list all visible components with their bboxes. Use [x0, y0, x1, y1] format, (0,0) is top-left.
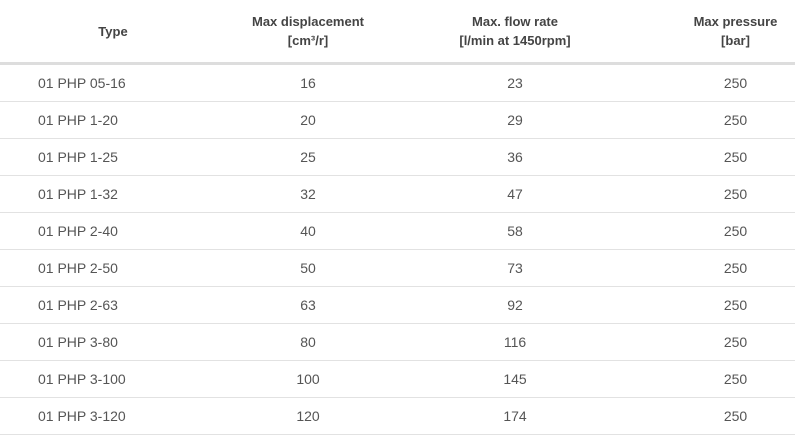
- cell-max-flow-rate: 47: [390, 175, 656, 213]
- cell-type: 01 PHP 1-25: [0, 138, 226, 176]
- table-row: 01 PHP 2-40 40 58 250: [0, 212, 795, 250]
- cell-max-displacement: 100: [226, 360, 390, 398]
- cell-max-displacement: 80: [226, 323, 390, 361]
- header-unit: [bar]: [721, 33, 750, 48]
- cell-max-pressure: 250: [656, 397, 795, 435]
- header-row: Type Max displacement [cm³/r] Max. flow rat…: [0, 0, 795, 65]
- cell-max-flow-rate: 145: [390, 360, 656, 398]
- cell-max-pressure: 250: [656, 212, 795, 250]
- table-row: 01 PHP 05-16 16 23 250: [0, 63, 795, 102]
- cell-max-displacement: 20: [226, 101, 390, 139]
- header-max-displacement: Max displacement [cm³/r]: [226, 0, 390, 65]
- table-row: 01 PHP 1-32 32 47 250: [0, 175, 795, 213]
- header-label: Type: [98, 23, 128, 39]
- header-type: Type: [0, 0, 226, 65]
- cell-type: 01 PHP 1-32: [0, 175, 226, 213]
- cell-type: 01 PHP 05-16: [0, 63, 226, 102]
- header-label: Max pressure: [693, 14, 778, 29]
- cell-max-pressure: 250: [656, 63, 795, 102]
- cell-max-flow-rate: 58: [390, 212, 656, 250]
- cell-max-pressure: 250: [656, 286, 795, 324]
- cell-max-pressure: 250: [656, 360, 795, 398]
- cell-max-flow-rate: 29: [390, 101, 656, 139]
- cell-max-flow-rate: 23: [390, 63, 656, 102]
- cell-max-displacement: 25: [226, 138, 390, 176]
- cell-max-pressure: 250: [656, 175, 795, 213]
- header-max-pressure: Max pressure [bar]: [656, 0, 795, 65]
- table-row: 01 PHP 2-50 50 73 250: [0, 249, 795, 287]
- cell-max-flow-rate: 92: [390, 286, 656, 324]
- cell-type: 01 PHP 3-120: [0, 397, 226, 435]
- cell-max-flow-rate: 174: [390, 397, 656, 435]
- table-row: 01 PHP 2-63 63 92 250: [0, 286, 795, 324]
- cell-max-displacement: 40: [226, 212, 390, 250]
- table-row: 01 PHP 3-80 80 116 250: [0, 323, 795, 361]
- cell-max-flow-rate: 36: [390, 138, 656, 176]
- header-unit: [l/min at 1450rpm]: [459, 33, 571, 48]
- table-row: 01 PHP 1-20 20 29 250: [0, 101, 795, 139]
- cell-max-flow-rate: 116: [390, 323, 656, 361]
- cell-max-displacement: 32: [226, 175, 390, 213]
- cell-type: 01 PHP 3-80: [0, 323, 226, 361]
- cell-type: 01 PHP 1-20: [0, 101, 226, 139]
- header-unit: [cm³/r]: [287, 33, 329, 48]
- cell-type: 01 PHP 2-50: [0, 249, 226, 287]
- table-row: 01 PHP 1-25 25 36 250: [0, 138, 795, 176]
- cell-max-pressure: 250: [656, 138, 795, 176]
- table-row: 01 PHP 3-120 120 174 250: [0, 397, 795, 435]
- cell-max-displacement: 50: [226, 249, 390, 287]
- header-label: Max displacement: [252, 14, 364, 29]
- header-label: Max. flow rate: [472, 14, 558, 29]
- cell-max-flow-rate: 73: [390, 249, 656, 287]
- cell-type: 01 PHP 2-40: [0, 212, 226, 250]
- cell-type: 01 PHP 3-100: [0, 360, 226, 398]
- cell-max-pressure: 250: [656, 101, 795, 139]
- table-row: 01 PHP 3-100 100 145 250: [0, 360, 795, 398]
- cell-type: 01 PHP 2-63: [0, 286, 226, 324]
- header-max-flow-rate: Max. flow rate [l/min at 1450rpm]: [390, 0, 656, 65]
- cell-max-displacement: 63: [226, 286, 390, 324]
- cell-max-pressure: 250: [656, 249, 795, 287]
- cell-max-pressure: 250: [656, 323, 795, 361]
- cell-max-displacement: 120: [226, 397, 390, 435]
- cell-max-displacement: 16: [226, 63, 390, 102]
